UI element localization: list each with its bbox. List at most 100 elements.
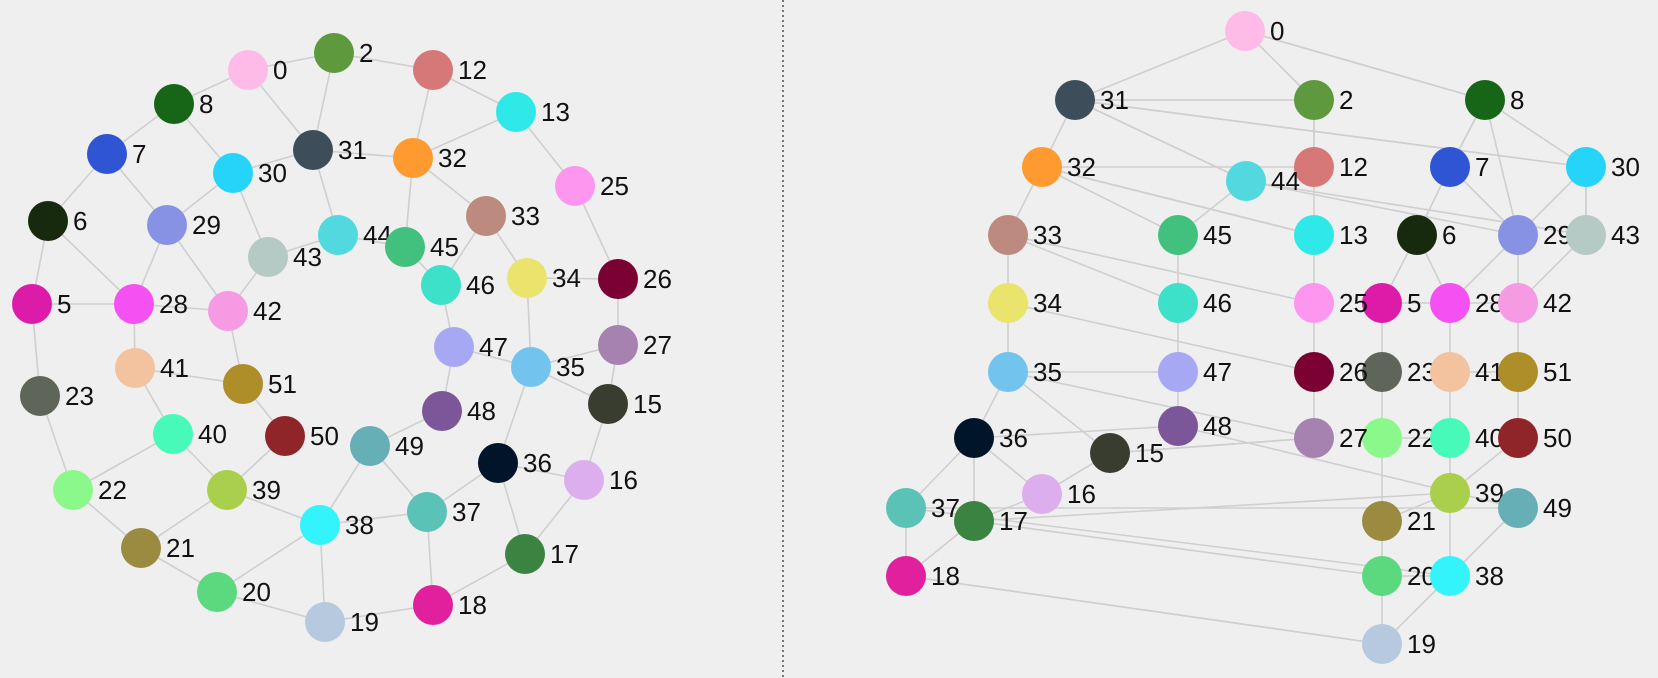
- left-node-13[interactable]: 13: [496, 92, 570, 132]
- right-node-27[interactable]: 27: [1294, 418, 1368, 458]
- left-node-circle-8[interactable]: [154, 84, 194, 124]
- left-node-circle-17[interactable]: [505, 534, 545, 574]
- left-node-circle-31[interactable]: [293, 130, 333, 170]
- right-node-circle-0[interactable]: [1225, 11, 1265, 51]
- right-node-circle-48[interactable]: [1158, 406, 1198, 446]
- left-node-21[interactable]: 21: [121, 528, 195, 568]
- left-node-circle-12[interactable]: [413, 50, 453, 90]
- right-node-40[interactable]: 40: [1430, 418, 1504, 458]
- left-node-12[interactable]: 12: [413, 50, 487, 90]
- right-node-circle-28[interactable]: [1430, 283, 1470, 323]
- right-node-circle-34[interactable]: [988, 283, 1028, 323]
- left-node-circle-30[interactable]: [213, 153, 253, 193]
- right-node-circle-33[interactable]: [988, 215, 1028, 255]
- left-node-circle-25[interactable]: [555, 166, 595, 206]
- right-node-45[interactable]: 45: [1158, 215, 1232, 255]
- left-node-circle-2[interactable]: [314, 33, 354, 73]
- right-node-circle-47[interactable]: [1158, 352, 1198, 392]
- right-node-20[interactable]: 20: [1362, 556, 1436, 596]
- right-node-18[interactable]: 18: [886, 556, 960, 596]
- right-node-5[interactable]: 5: [1362, 283, 1421, 323]
- right-node-circle-35[interactable]: [988, 352, 1028, 392]
- right-node-50[interactable]: 50: [1498, 418, 1572, 458]
- left-node-circle-18[interactable]: [413, 585, 453, 625]
- right-node-16[interactable]: 16: [1022, 474, 1096, 514]
- right-node-circle-50[interactable]: [1498, 418, 1538, 458]
- left-node-39[interactable]: 39: [207, 470, 281, 510]
- right-node-37[interactable]: 37: [886, 488, 960, 528]
- left-node-circle-51[interactable]: [223, 364, 263, 404]
- left-node-circle-28[interactable]: [114, 284, 154, 324]
- right-node-circle-19[interactable]: [1362, 624, 1402, 664]
- right-node-circle-6[interactable]: [1397, 215, 1437, 255]
- left-node-circle-13[interactable]: [496, 92, 536, 132]
- left-node-circle-23[interactable]: [20, 376, 60, 416]
- left-node-29[interactable]: 29: [147, 205, 221, 245]
- right-node-35[interactable]: 35: [988, 352, 1062, 392]
- right-node-circle-2[interactable]: [1294, 80, 1334, 120]
- right-node-31[interactable]: 31: [1055, 80, 1129, 120]
- right-node-29[interactable]: 29: [1498, 215, 1572, 255]
- left-node-16[interactable]: 16: [564, 460, 638, 500]
- left-node-circle-46[interactable]: [421, 265, 461, 305]
- left-node-50[interactable]: 50: [265, 416, 339, 456]
- right-node-23[interactable]: 23: [1362, 352, 1436, 392]
- right-node-circle-38[interactable]: [1430, 556, 1470, 596]
- left-node-6[interactable]: 6: [28, 201, 87, 241]
- right-node-circle-18[interactable]: [886, 556, 926, 596]
- left-node-22[interactable]: 22: [53, 470, 127, 510]
- left-node-46[interactable]: 46: [421, 265, 495, 305]
- left-node-2[interactable]: 2: [314, 33, 373, 73]
- left-node-circle-43[interactable]: [248, 237, 288, 277]
- left-node-19[interactable]: 19: [305, 602, 379, 642]
- left-node-circle-42[interactable]: [208, 291, 248, 331]
- right-node-0[interactable]: 0: [1225, 11, 1284, 51]
- right-node-25[interactable]: 25: [1294, 283, 1368, 323]
- right-node-circle-32[interactable]: [1022, 147, 1062, 187]
- left-node-35[interactable]: 35: [511, 347, 585, 387]
- right-node-33[interactable]: 33: [988, 215, 1062, 255]
- left-node-7[interactable]: 7: [87, 134, 146, 174]
- right-node-circle-40[interactable]: [1430, 418, 1470, 458]
- left-node-circle-21[interactable]: [121, 528, 161, 568]
- left-node-31[interactable]: 31: [293, 130, 367, 170]
- left-node-circle-40[interactable]: [153, 414, 193, 454]
- left-node-48[interactable]: 48: [422, 391, 496, 431]
- left-node-42[interactable]: 42: [208, 291, 282, 331]
- right-node-15[interactable]: 15: [1090, 433, 1164, 473]
- left-node-38[interactable]: 38: [300, 505, 374, 545]
- right-node-circle-17[interactable]: [954, 501, 994, 541]
- right-node-49[interactable]: 49: [1498, 488, 1572, 528]
- left-node-30[interactable]: 30: [213, 153, 287, 193]
- right-node-circle-25[interactable]: [1294, 283, 1334, 323]
- right-node-circle-30[interactable]: [1566, 147, 1606, 187]
- right-node-6[interactable]: 6: [1397, 215, 1456, 255]
- right-node-circle-51[interactable]: [1498, 352, 1538, 392]
- left-node-circle-50[interactable]: [265, 416, 305, 456]
- right-node-48[interactable]: 48: [1158, 406, 1232, 446]
- right-node-32[interactable]: 32: [1022, 147, 1096, 187]
- right-node-circle-12[interactable]: [1294, 147, 1334, 187]
- left-node-43[interactable]: 43: [248, 237, 322, 277]
- right-node-circle-43[interactable]: [1566, 215, 1606, 255]
- right-node-circle-36[interactable]: [954, 418, 994, 458]
- right-node-circle-26[interactable]: [1294, 352, 1334, 392]
- left-node-circle-34[interactable]: [507, 258, 547, 298]
- right-node-circle-7[interactable]: [1430, 147, 1470, 187]
- right-node-22[interactable]: 22: [1362, 418, 1436, 458]
- left-node-20[interactable]: 20: [197, 572, 271, 612]
- left-node-44[interactable]: 44: [318, 215, 392, 255]
- right-node-circle-45[interactable]: [1158, 215, 1198, 255]
- right-node-43[interactable]: 43: [1566, 215, 1640, 255]
- left-node-circle-5[interactable]: [12, 284, 52, 324]
- right-node-34[interactable]: 34: [988, 283, 1062, 323]
- left-node-circle-15[interactable]: [588, 384, 628, 424]
- right-node-circle-27[interactable]: [1294, 418, 1334, 458]
- left-node-41[interactable]: 41: [115, 348, 189, 388]
- left-node-circle-16[interactable]: [564, 460, 604, 500]
- left-node-circle-39[interactable]: [207, 470, 247, 510]
- right-node-circle-5[interactable]: [1362, 283, 1402, 323]
- left-node-circle-48[interactable]: [422, 391, 462, 431]
- right-node-30[interactable]: 30: [1566, 147, 1640, 187]
- right-node-26[interactable]: 26: [1294, 352, 1368, 392]
